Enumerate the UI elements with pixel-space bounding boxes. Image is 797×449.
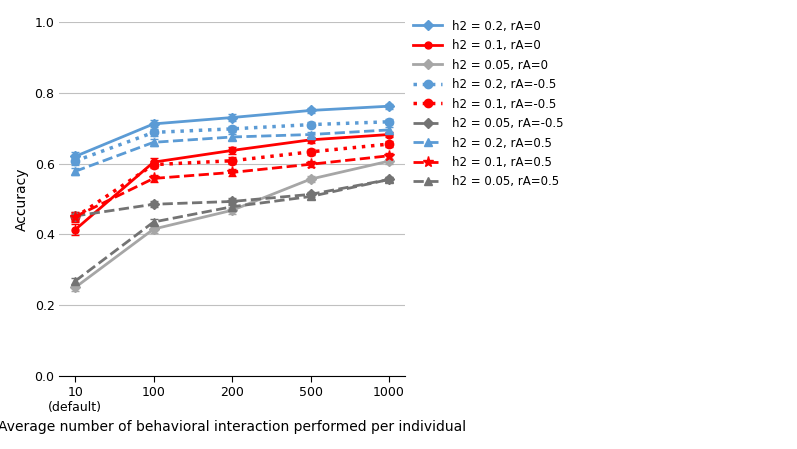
Legend: h2 = 0.2, rA=0, h2 = 0.1, rA=0, h2 = 0.05, rA=0, h2 = 0.2, rA=-0.5, h2 = 0.1, rA: h2 = 0.2, rA=0, h2 = 0.1, rA=0, h2 = 0.0… bbox=[408, 15, 568, 193]
X-axis label: Average number of behavioral interaction performed per individual: Average number of behavioral interaction… bbox=[0, 420, 466, 434]
Y-axis label: Accuracy: Accuracy bbox=[15, 167, 29, 231]
